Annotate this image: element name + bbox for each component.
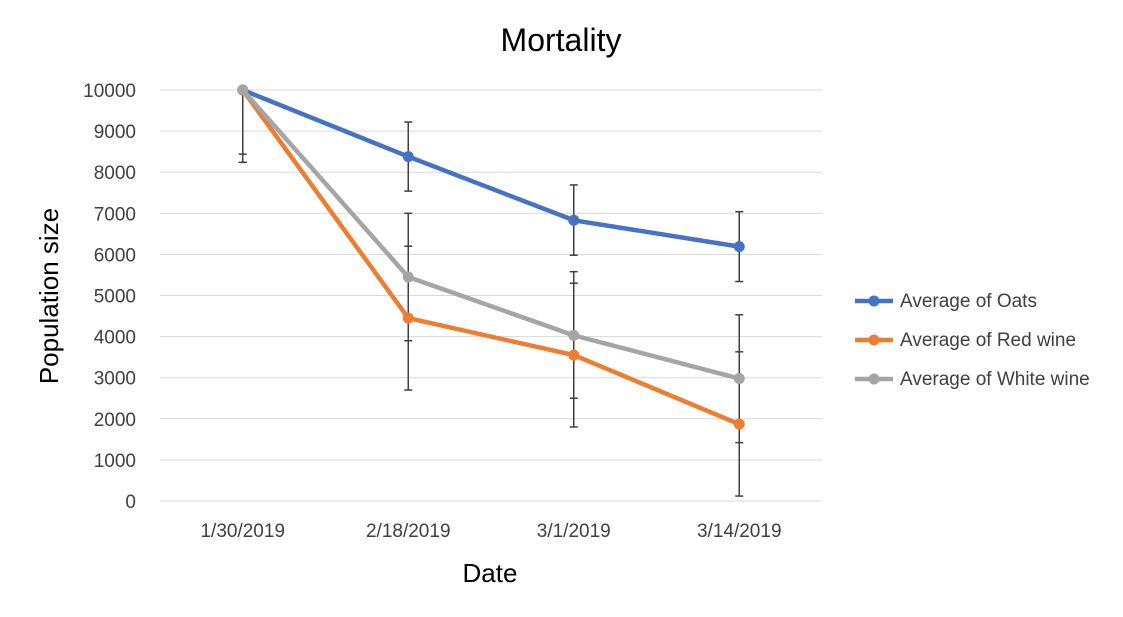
y-tick-label: 3000	[94, 369, 136, 390]
series-line	[240, 87, 742, 249]
y-axis-title: Population size	[34, 208, 64, 384]
data-point	[237, 84, 249, 96]
legend: Average of Oats Average of Red wine Averag…	[855, 291, 1090, 390]
y-tick-label: 7000	[94, 204, 136, 225]
y-axis-ticks: 0 1000 2000 3000 4000 5000 6000 7000 8000 9000 100…	[83, 81, 136, 513]
data-point	[402, 312, 414, 324]
series-line	[240, 87, 742, 427]
data-point	[568, 349, 580, 361]
data-point	[733, 373, 745, 385]
data-point	[733, 418, 745, 430]
data-point	[568, 214, 580, 226]
y-tick-label: 2000	[94, 410, 136, 431]
data-point	[568, 329, 580, 341]
y-tick-label: 6000	[94, 245, 136, 266]
legend-label: Average of Red wine	[900, 330, 1076, 351]
y-tick-label: 4000	[94, 328, 136, 349]
legend-swatch-marker	[868, 295, 880, 307]
x-axis-title: Date	[463, 558, 518, 588]
gridlines	[160, 89, 822, 502]
x-tick-label: 3/1/2019	[537, 521, 611, 542]
y-tick-label: 8000	[94, 163, 136, 184]
x-tick-label: 3/14/2019	[697, 521, 782, 542]
y-tick-label: 9000	[94, 122, 136, 143]
y-tick-label: 10000	[83, 81, 136, 102]
legend-swatch-marker	[868, 334, 880, 346]
y-tick-label: 5000	[94, 287, 136, 308]
legend-swatch-marker	[868, 373, 880, 385]
legend-label: Average of Oats	[900, 291, 1037, 312]
data-point	[402, 271, 414, 283]
x-tick-label: 2/18/2019	[366, 521, 451, 542]
series-line	[240, 87, 742, 381]
data-point	[402, 151, 414, 163]
y-tick-label: 1000	[94, 451, 136, 472]
data-point	[733, 241, 745, 253]
x-tick-label: 1/30/2019	[200, 521, 285, 542]
x-axis-ticks: 1/30/2019 2/18/2019 3/1/2019 3/14/2019	[200, 521, 781, 542]
y-tick-label: 0	[125, 492, 136, 513]
series-lines	[237, 84, 745, 430]
legend-label: Average of White wine	[900, 369, 1090, 390]
chart-title: Mortality	[501, 22, 622, 58]
error-bars	[238, 89, 744, 497]
